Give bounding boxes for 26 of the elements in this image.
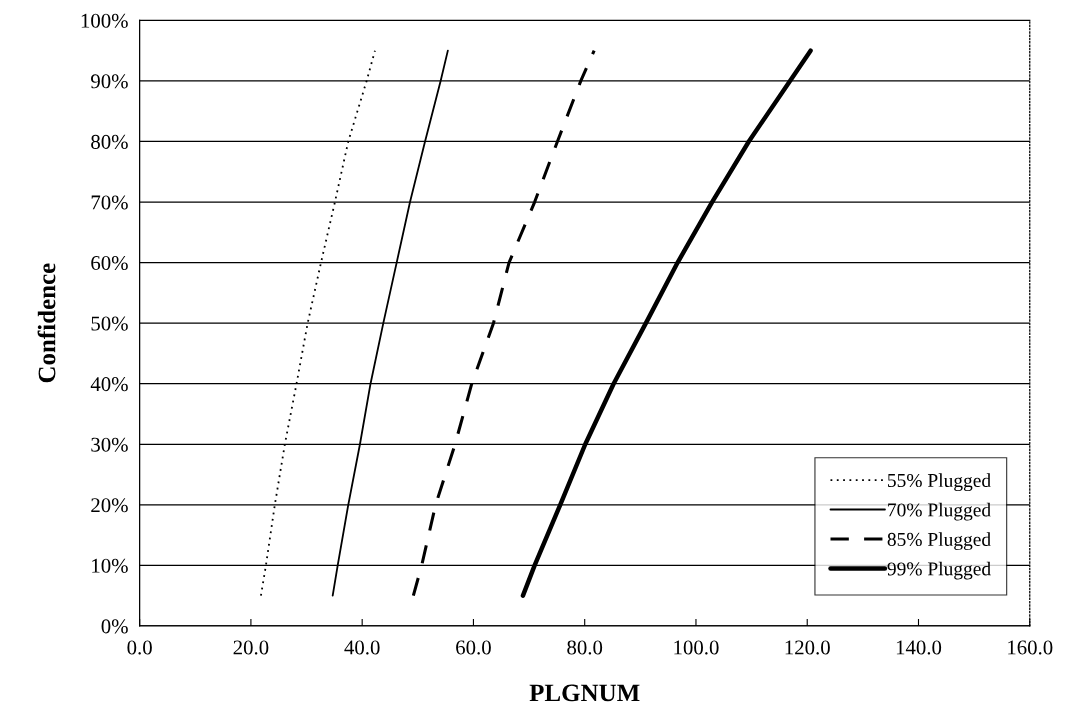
legend-label: 70% Plugged [888, 502, 991, 521]
y-tick-label: 0% [101, 619, 128, 634]
x-tick-label: 120.0 [785, 640, 830, 655]
x-tick-label: 20.0 [233, 640, 269, 655]
x-tick-label: 160.0 [1008, 640, 1053, 655]
x-tick-label: 100.0 [674, 640, 719, 655]
x-tick-label: 0.0 [127, 640, 152, 655]
y-tick-label: 40% [90, 377, 128, 392]
y-tick-label: 70% [91, 195, 128, 210]
y-tick-label: 50% [91, 316, 128, 331]
legend-label: 99% Plugged [887, 561, 991, 580]
y-tick-label: 20% [91, 498, 128, 513]
x-axis-title: PLGNUM [529, 684, 640, 702]
legend-label: 55% Plugged [888, 473, 991, 492]
y-tick-label: 30% [91, 437, 128, 452]
y-tick-label: 80% [91, 134, 128, 149]
y-tick-label: 10% [92, 558, 128, 573]
x-tick-label: 40.0 [344, 640, 380, 655]
legend-label: 85% Plugged [887, 532, 991, 550]
x-tick-label: 140.0 [896, 640, 942, 655]
y-tick-label: 100% [81, 13, 128, 28]
y-tick-label: 90% [91, 74, 128, 89]
x-tick-label: 80.0 [567, 640, 603, 655]
y-tick-label: 60% [91, 255, 128, 271]
y-axis-title: Confidence [37, 263, 56, 383]
x-tick-label: 60.0 [456, 640, 491, 655]
